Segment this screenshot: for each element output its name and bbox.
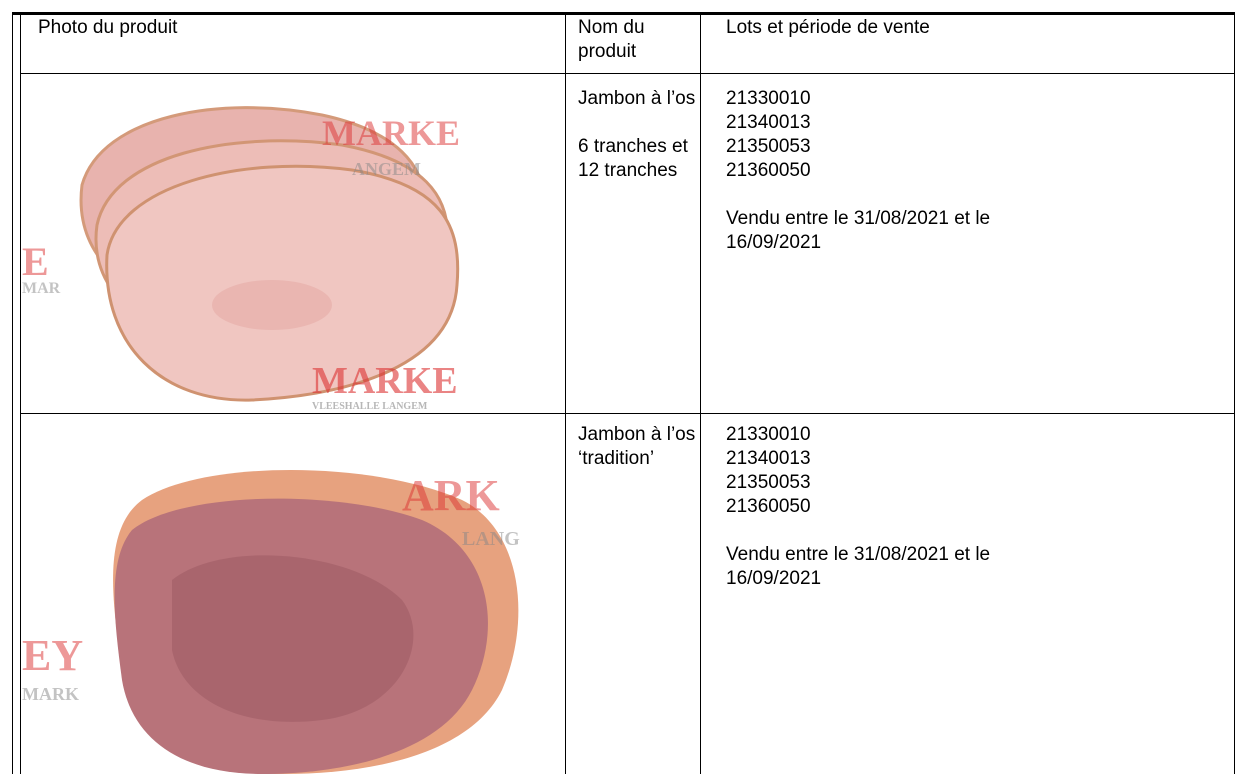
product-name: Jambon à l’os ‘tradition’ xyxy=(570,421,700,473)
border xyxy=(20,413,1235,414)
border xyxy=(20,73,1235,74)
text: 6 tranches et 12 tranches xyxy=(578,136,688,181)
border xyxy=(565,12,566,774)
watermark: MARKE xyxy=(322,113,460,153)
lot: 21360050 xyxy=(726,160,811,181)
border xyxy=(20,12,21,774)
lots: 21330010 21340013 21350053 21360050 Vend… xyxy=(700,85,1230,257)
watermark: LANG xyxy=(462,528,520,550)
lots: 21330010 21340013 21350053 21360050 Vend… xyxy=(700,421,1230,593)
lot: 21360050 xyxy=(726,496,811,517)
watermark: VLEESHALLE LANGEM xyxy=(312,401,428,412)
header-cell: Photo du produit xyxy=(38,17,178,38)
lot: 21340013 xyxy=(726,448,811,469)
border xyxy=(1234,12,1235,774)
header-cell: Nom du produit xyxy=(578,17,645,62)
product-photo: ARK LANG EY MARK xyxy=(22,470,520,774)
lot: 21340013 xyxy=(726,112,811,133)
sale-period: Vendu entre le 31/08/2021 et le 16/09/20… xyxy=(726,208,991,253)
border xyxy=(12,12,1235,15)
lot: 21350053 xyxy=(726,136,811,157)
watermark: E xyxy=(22,239,49,284)
sale-period: Vendu entre le 31/08/2021 et le 16/09/20… xyxy=(726,544,991,589)
watermark: MAR xyxy=(22,280,61,297)
watermark: ANGEM xyxy=(352,159,421,179)
watermark: ARK xyxy=(402,471,500,520)
product-name: Jambon à l’os 6 tranches et 12 tranches xyxy=(570,85,700,185)
lot: 21350053 xyxy=(726,472,811,493)
lot: 21330010 xyxy=(726,424,811,445)
watermark: MARKE xyxy=(312,360,458,402)
text: Jambon à l’os xyxy=(578,88,696,109)
header-cell: Lots et période de vente xyxy=(726,17,930,38)
lot: 21330010 xyxy=(726,88,811,109)
product-photo: MARKE ANGEM E MAR MARKE VLEESHALLE LANGE… xyxy=(22,106,460,412)
watermark: MARK xyxy=(22,684,79,704)
border xyxy=(700,12,701,774)
watermark: EY xyxy=(22,631,83,680)
text: Jambon à l’os ‘tradition’ xyxy=(578,424,696,469)
border xyxy=(12,12,13,774)
